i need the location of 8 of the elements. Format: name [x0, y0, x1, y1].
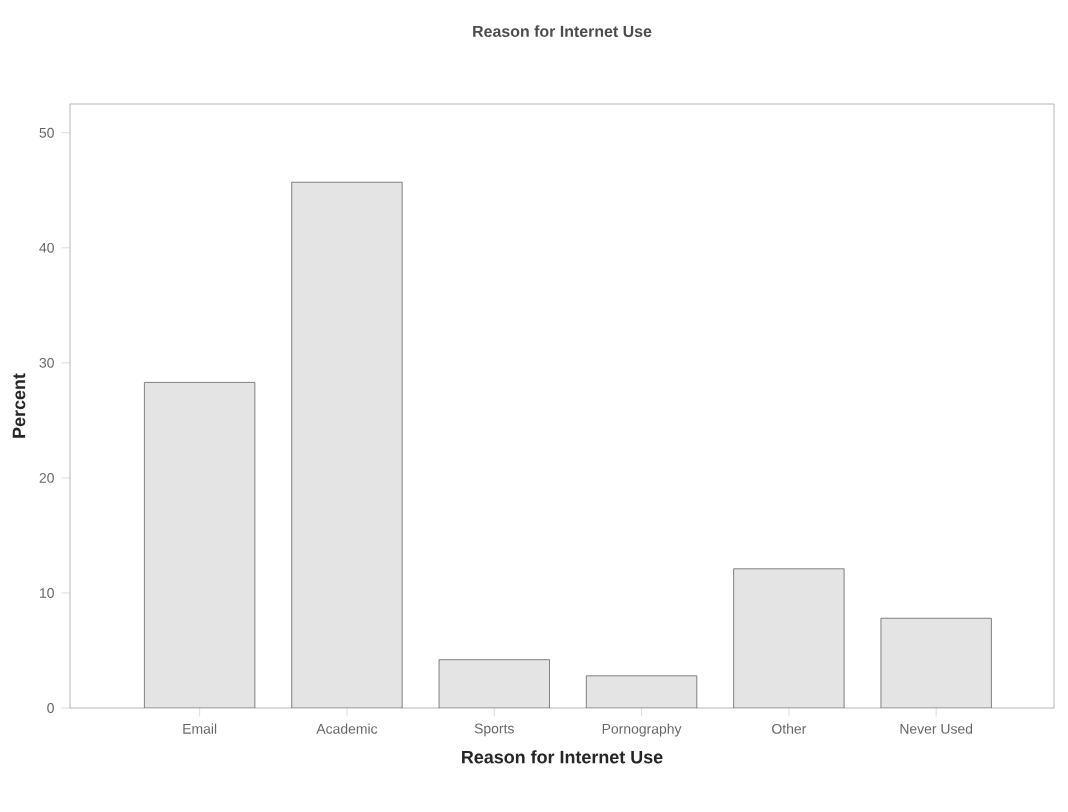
y-axis-title: Percent	[12, 373, 26, 438]
bar	[585, 675, 698, 708]
x-axis-title: Reason for Internet Use	[462, 750, 663, 764]
bar	[291, 182, 403, 708]
bar	[733, 568, 845, 708]
bar	[880, 617, 992, 708]
bar	[144, 382, 256, 708]
bar	[438, 659, 550, 708]
